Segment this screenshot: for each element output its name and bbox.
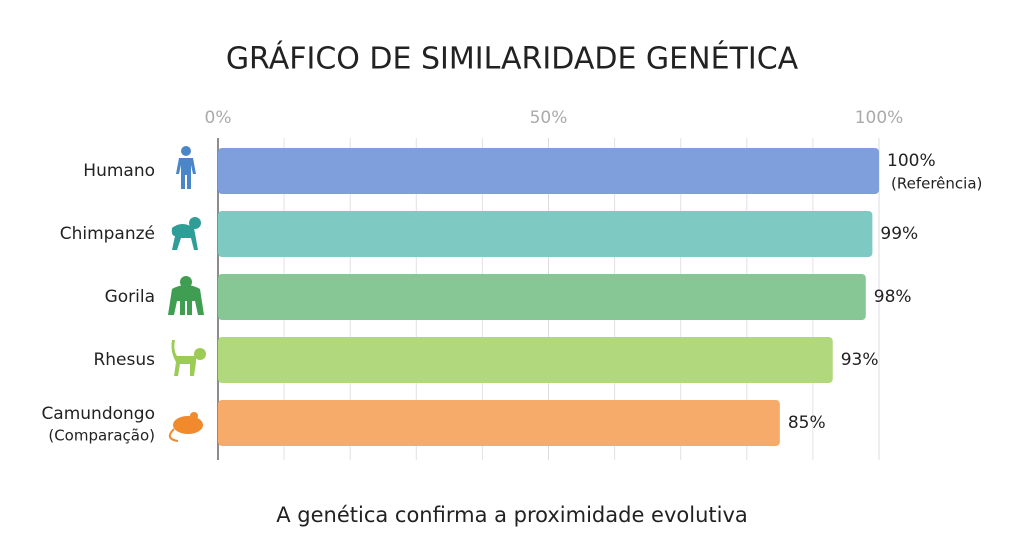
bar — [218, 337, 833, 383]
category-label: Chimpanzé — [60, 224, 155, 244]
bar — [218, 274, 866, 320]
icon-part — [194, 348, 206, 360]
x-tick-label: 50% — [530, 108, 568, 128]
category-note: (Comparação) — [48, 427, 155, 445]
footer-text: A genética confirma a proximidade evolut… — [276, 503, 748, 527]
animal-icon — [171, 340, 206, 376]
value-label: 100% — [887, 151, 936, 171]
category-label: Gorila — [105, 287, 155, 307]
x-tick-label: 0% — [205, 108, 232, 128]
animal-icon — [176, 146, 196, 189]
icon-part — [176, 158, 196, 189]
value-label: 98% — [874, 287, 912, 307]
category-label: Rhesus — [93, 350, 155, 370]
category-label: Camundongo — [41, 404, 155, 424]
icon-part — [168, 428, 179, 442]
icon-part — [180, 276, 192, 288]
bar — [218, 211, 873, 257]
icon-part — [171, 224, 198, 250]
icon-part — [173, 416, 203, 434]
bar — [218, 400, 780, 446]
icon-part — [168, 285, 204, 315]
x-tick-label: 100% — [855, 108, 904, 128]
category-label: Humano — [83, 161, 155, 181]
value-label: 93% — [841, 350, 879, 370]
bar — [218, 148, 879, 194]
chart-title: GRÁFICO DE SIMILARIDADE GENÉTICA — [226, 41, 799, 77]
icon-part — [181, 146, 191, 156]
icon-part — [190, 412, 198, 420]
value-label: 99% — [880, 224, 918, 244]
animal-icon — [171, 217, 201, 250]
animal-icon — [168, 412, 203, 442]
value-note: (Referência) — [891, 175, 982, 193]
icon-part — [171, 340, 196, 376]
icon-part — [189, 217, 201, 229]
value-label: 85% — [788, 413, 826, 433]
animal-icon — [168, 276, 204, 315]
